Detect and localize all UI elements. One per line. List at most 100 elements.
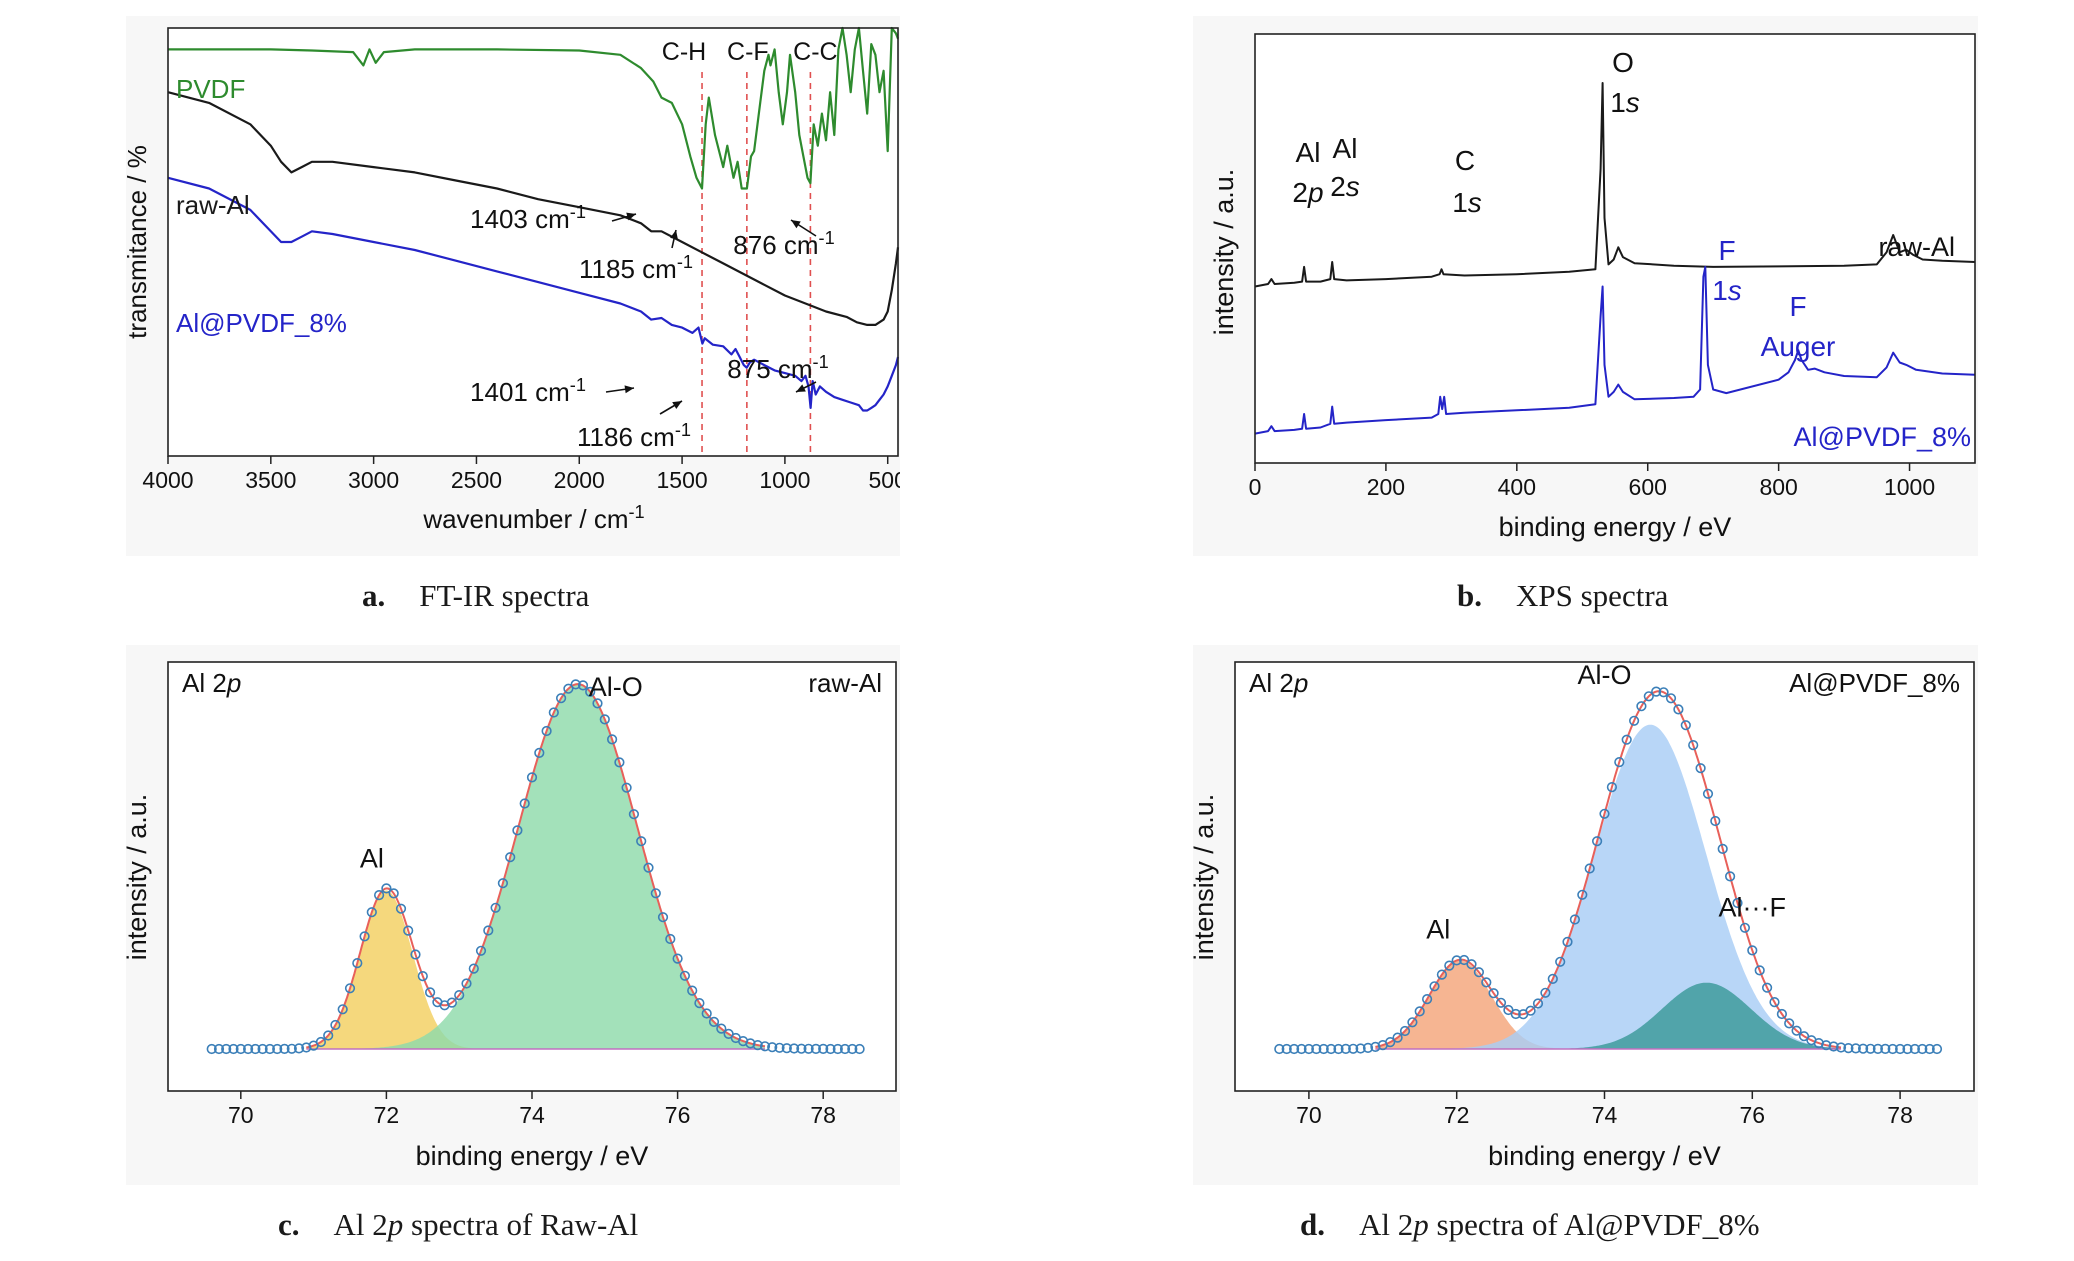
al2p-raw-data-point xyxy=(293,1043,305,1054)
al2p-raw-data-point xyxy=(556,693,567,704)
al2p-pvdf-data-point xyxy=(1606,782,1618,793)
al2p-pvdf-data-point xyxy=(1776,1008,1788,1020)
xps-x-tick-label: 0 xyxy=(1249,474,1262,500)
caption-d-text-italic: p xyxy=(1413,1207,1429,1242)
al2p-raw-data-point xyxy=(708,1016,720,1028)
al2p-pvdf-data-point xyxy=(1872,1043,1884,1055)
ftir-peak-annotation: 1186 cm-1 xyxy=(577,420,691,452)
al2p-raw-data-point xyxy=(679,970,691,981)
al2p-raw-data-point xyxy=(701,1008,712,1019)
ftir-series-label: raw-Al xyxy=(176,190,250,220)
al2p-pvdf-data-point xyxy=(1422,994,1433,1005)
xps-x-tick-label: 600 xyxy=(1629,474,1667,500)
al2p-pvdf-data-point xyxy=(1636,701,1647,712)
al2p-pvdf-data-point xyxy=(1274,1043,1285,1055)
xps-x-tick-label: 200 xyxy=(1367,474,1405,500)
al2p-raw-data-point xyxy=(206,1043,217,1055)
al2p-raw-data-point xyxy=(716,1023,727,1034)
caption-a-letter: a. xyxy=(362,578,386,613)
al2p-raw-data-point xyxy=(264,1043,275,1055)
al2p-raw-data-point xyxy=(788,1043,800,1054)
ftir-chart-panel: C-H C-F C-C PVDF raw-Al Al@PVDF_8% 1403 cm-1 11… xyxy=(126,16,900,556)
al2p-raw-data-point xyxy=(359,931,370,942)
al2p-pvdf-data-point xyxy=(1555,956,1566,967)
al2p-raw-data-point xyxy=(352,958,363,969)
xps-chart-panel: Al 2p Al 2s C 1s O 1s F 1s F Auger raw-Al Al@PVDF_8% 0… xyxy=(1193,16,1978,556)
caption-c-letter: c. xyxy=(278,1207,300,1242)
al2p-pvdf-data-point xyxy=(1894,1043,1906,1055)
ftir-x-tick-label: 1500 xyxy=(656,467,707,493)
al2p-raw-data-point xyxy=(548,707,559,718)
al2p-raw-x-tick-label: 70 xyxy=(228,1102,254,1128)
al2p-raw-data-point xyxy=(330,1019,341,1031)
ftir-arrow-head xyxy=(624,385,634,394)
al2p-raw-data-point xyxy=(213,1043,225,1055)
al2p-raw-data-point xyxy=(687,985,698,996)
al2p-raw-data-point xyxy=(366,907,377,918)
al2p-pvdf-data-point xyxy=(1621,734,1632,745)
al2p-pvdf-data-point xyxy=(1680,720,1691,731)
al2p-pvdf-component-area xyxy=(1375,724,1841,1049)
ftir-peak-annotation: 1403 cm-1 xyxy=(470,202,586,234)
ftir-x-tick-label: 2000 xyxy=(554,467,605,493)
xps-peak-label: 1s xyxy=(1610,87,1640,118)
al2p-raw-data-point xyxy=(388,888,399,899)
al2p-raw-data-point xyxy=(512,825,523,836)
xps-peak-label: F xyxy=(1789,291,1806,322)
al2p-raw-data-point xyxy=(301,1042,312,1053)
ftir-arrow-head xyxy=(796,384,806,392)
al2p-raw-data-point xyxy=(694,998,705,1009)
al2p-pvdf-data-point xyxy=(1850,1043,1861,1054)
al2p-raw-data-point xyxy=(337,1004,348,1015)
al2p-raw-data-point xyxy=(592,698,603,709)
al2p-raw-data-point xyxy=(446,997,458,1008)
al2p-raw-data-point xyxy=(505,852,516,863)
al2p-pvdf-data-point xyxy=(1629,715,1640,726)
al2p-raw-data-point xyxy=(657,912,669,923)
al2p-raw-data-point xyxy=(417,971,428,982)
al2p-pvdf-data-point xyxy=(1569,914,1581,925)
al2p-raw-data-point xyxy=(767,1042,778,1053)
al2p-raw-data-point xyxy=(425,987,436,998)
al2p-pvdf-y-axis-label: intensity / a.u. xyxy=(1193,794,1219,961)
caption-a: a. FT-IR spectra xyxy=(362,578,589,614)
al2p-pvdf-data-point xyxy=(1407,1017,1418,1028)
caption-c-text-before: Al 2 xyxy=(333,1207,388,1242)
al2p-raw-data-point xyxy=(250,1043,261,1055)
al2p-pvdf-data-point xyxy=(1880,1043,1891,1055)
al2p-raw-data-point xyxy=(672,953,683,964)
al2p-raw-data-point xyxy=(803,1043,814,1054)
xps-peak-label: O xyxy=(1612,47,1634,78)
al2p-raw-data-point xyxy=(636,836,647,847)
ftir-arrow-head xyxy=(670,230,678,240)
al2p-raw-data-point xyxy=(781,1043,792,1054)
al2p-raw-data-point xyxy=(534,747,545,758)
xps-series-line xyxy=(1254,265,1976,435)
al2p-raw-data-point xyxy=(832,1043,843,1055)
ftir-reference-label: C-F xyxy=(727,38,769,66)
al2p-pvdf-data-point xyxy=(1702,788,1714,799)
xps-peak-label: 1s xyxy=(1452,187,1482,218)
al2p-pvdf-data-point xyxy=(1451,955,1462,966)
al2p-pvdf-data-point xyxy=(1835,1042,1847,1053)
ftir-arrow-head xyxy=(791,220,801,229)
al2p-pvdf-data-point xyxy=(1754,965,1765,976)
al2p-raw-data-point xyxy=(279,1043,290,1055)
al2p-pvdf-data-point xyxy=(1296,1043,1307,1055)
al2p-pvdf-chart: 70 72 74 76 78 Al 2p Al@PVDF_8%binding energy … xyxy=(1193,645,1978,1185)
al2p-pvdf-data-point xyxy=(1348,1043,1359,1054)
al2p-raw-data-point xyxy=(454,990,465,1001)
al2p-pvdf-data-point xyxy=(1821,1040,1832,1051)
al2p-raw-data-point xyxy=(774,1042,785,1053)
al2p-raw-data-point xyxy=(847,1043,858,1055)
xps-y-axis-label: intensity / a.u. xyxy=(1209,169,1239,336)
al2p-pvdf-corner-label: Al@PVDF_8% xyxy=(1789,668,1960,698)
al2p-pvdf-data-point xyxy=(1658,687,1669,698)
al2p-pvdf-chart-panel: 70 72 74 76 78 Al 2p Al@PVDF_8% binding energy … xyxy=(1193,645,1978,1185)
al2p-pvdf-data-point xyxy=(1370,1041,1381,1053)
al2p-pvdf-data-point xyxy=(1577,889,1588,900)
al2p-raw-data-point xyxy=(599,714,610,725)
al2p-pvdf-data-point xyxy=(1540,987,1551,998)
al2p-raw-component-area xyxy=(306,890,765,1049)
al2p-pvdf-data-point xyxy=(1710,815,1721,827)
